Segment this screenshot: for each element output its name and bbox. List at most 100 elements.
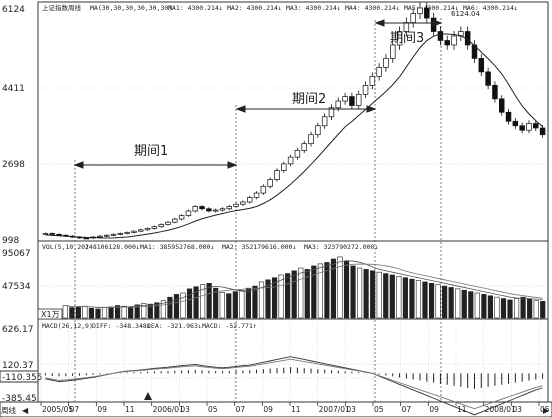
vol-header-params: VOL(5,10,20) — [42, 243, 89, 251]
scroll-left-arrow[interactable]: ◀ — [22, 406, 29, 415]
vol-bar-1 — [69, 307, 75, 319]
vol-bar-14 — [154, 302, 160, 319]
vol-bar-28 — [245, 287, 251, 319]
ma-value-6: MA6: 4300.214↓ — [463, 4, 518, 12]
candle-body-42 — [328, 107, 335, 118]
macd-value-1: DIFF: -348.348↓ — [92, 322, 151, 330]
vol-bar-49 — [383, 273, 389, 319]
period-lines — [74, 18, 442, 402]
candle-body-25 — [212, 209, 219, 212]
candle-body-9 — [103, 234, 110, 237]
price-tick-bottom: 998 — [2, 236, 19, 246]
macd-tick-3: -110.355 — [2, 373, 42, 383]
ma-line — [45, 33, 543, 239]
vol-bar-53 — [409, 278, 415, 319]
ma-value-2: MA2: 4300.214↓ — [227, 4, 282, 12]
candle-body-58 — [437, 31, 444, 41]
vol-bar-63 — [474, 292, 480, 319]
macd-tick-top: 626.17 — [2, 325, 34, 335]
x-label-16: 2008/01 — [485, 405, 516, 414]
vol-bar-61 — [461, 289, 467, 319]
ma-value-1: MA1: 4300.214↓ — [168, 4, 223, 12]
vol-bar-57 — [435, 284, 441, 319]
ma-value-4: MA4: 4300.214↓ — [345, 4, 400, 12]
candle-body-33 — [267, 179, 273, 187]
x-label-10: 2007/01 — [319, 405, 350, 414]
vol-bar-50 — [389, 274, 395, 319]
time-axis — [0, 401, 552, 417]
x-label-18: 05 — [540, 405, 550, 414]
candle-body-30 — [246, 197, 253, 203]
candle-body-29 — [240, 201, 246, 205]
price-tick-2: 4411 — [2, 84, 25, 94]
x-label-13: 07 — [402, 405, 412, 414]
candle-body-15 — [144, 228, 151, 231]
vol-bar-60 — [455, 288, 461, 319]
candle-body-26 — [219, 208, 226, 211]
candle-body-46 — [355, 93, 362, 106]
x-label-5: 03 — [180, 405, 190, 414]
vol-bar-58 — [442, 285, 448, 319]
candle-body-59 — [444, 40, 450, 46]
vol-bar-69 — [513, 298, 520, 319]
vol-bar-3 — [82, 305, 88, 319]
candle-body-55 — [417, 7, 423, 14]
vol-bar-67 — [500, 298, 507, 319]
vol-bar-54 — [415, 280, 422, 319]
vol-bar-30 — [258, 281, 265, 319]
candle-body-73 — [539, 127, 546, 136]
x-label-3: 11 — [125, 405, 135, 414]
candle-body-20 — [178, 215, 185, 220]
period3-label: 期间3 — [390, 31, 424, 46]
candle-body-19 — [172, 218, 178, 223]
x-label-4: 2006/01 — [153, 405, 184, 414]
vol-bar-64 — [481, 294, 487, 319]
vol-bar-43 — [343, 260, 350, 319]
vol-bar-10 — [128, 306, 134, 319]
macd-tick-2: 120.37 — [2, 361, 34, 371]
candle-body-43 — [335, 100, 342, 109]
candle-body-39 — [308, 134, 314, 145]
candle-body-64 — [478, 58, 485, 73]
vol-value-1: 248106128.000↓ — [85, 243, 140, 251]
vol-bar-6 — [101, 307, 108, 319]
vol-bar-0 — [62, 305, 68, 319]
vol-tick-top: 95067 — [2, 249, 31, 259]
vol-bar-55 — [422, 281, 428, 319]
price-header-params: MA(30,30,30,30,30,30) — [90, 4, 172, 12]
x-label-17: 03 — [512, 405, 522, 414]
cursor-marker-icon — [144, 392, 152, 400]
macd-tick-bottom: -385.45 — [2, 394, 37, 404]
vol-bar-39 — [317, 263, 323, 319]
vol-bar-12 — [141, 303, 147, 319]
candle-body-68 — [505, 111, 512, 122]
candle-body-6 — [83, 237, 90, 240]
vol-bar-9 — [121, 305, 127, 319]
macd-current-value-box — [0, 370, 39, 383]
vol-bar-17 — [173, 294, 180, 319]
candle-body-49 — [376, 67, 382, 77]
vol-bar-5 — [95, 308, 101, 319]
candle-body-50 — [383, 58, 389, 68]
vol-bar-38 — [311, 265, 317, 319]
vol-bar-73 — [540, 301, 546, 319]
candle-body-17 — [158, 224, 164, 228]
candle-body-31 — [253, 192, 260, 198]
x-label-15: 11 — [457, 405, 467, 414]
vol-bar-41 — [330, 258, 337, 319]
scroll-right-arrow[interactable]: ▶ — [543, 406, 550, 415]
candle-body-12 — [124, 232, 130, 234]
macd-values: DIFF: -348.348↓DEA: -321.963↓ MACD: -52.7… — [92, 322, 257, 330]
candle-body-36 — [287, 156, 294, 165]
macd-value-3: MACD: -52.771↑ — [202, 322, 257, 330]
vol-bar-21 — [200, 284, 206, 319]
vol-bar-33 — [278, 274, 284, 319]
scale-button[interactable] — [37, 308, 63, 320]
vol-bar-46 — [363, 269, 369, 319]
ma-values: MA1: 4300.214↓ MA2: 4300.214↓ MA3: 4300.21… — [168, 4, 518, 12]
vol-value-2: MA1: 385952768.000↓ — [140, 243, 214, 251]
candle-body-18 — [165, 221, 171, 225]
vol-bar-35 — [291, 270, 297, 319]
